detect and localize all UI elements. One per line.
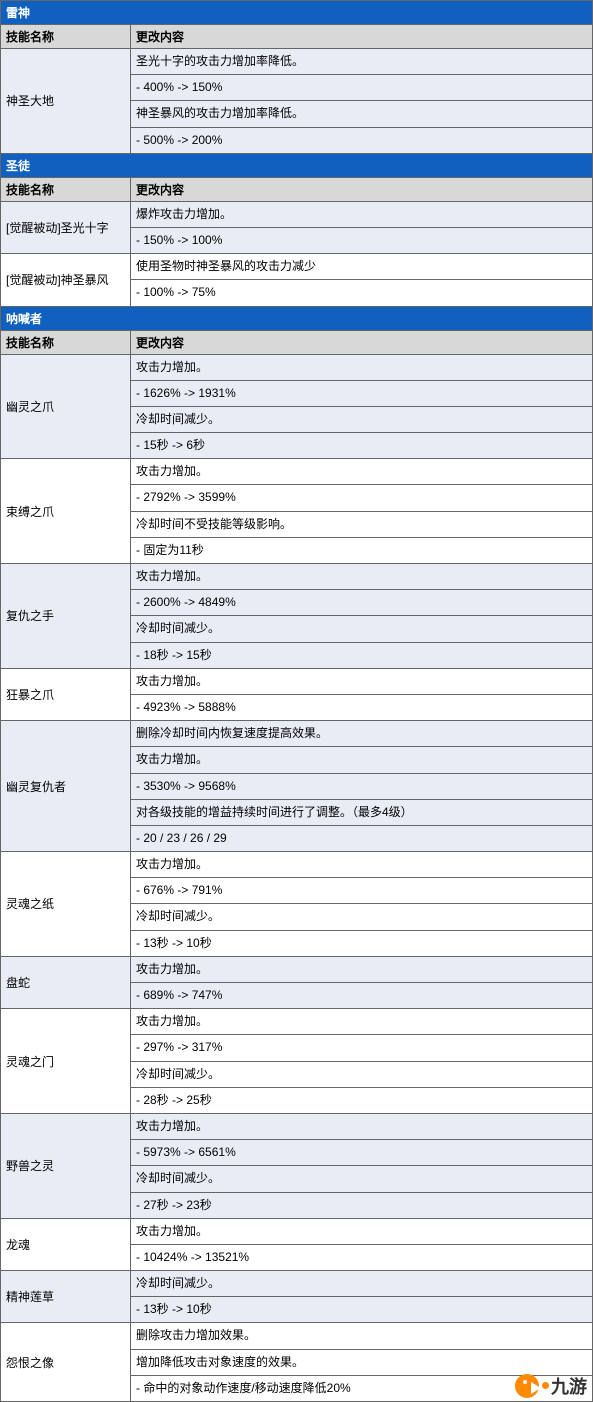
col-skill-name: 技能名称 [1,330,131,354]
change-content-cell: 冷却时间减少。 [131,1166,593,1192]
change-content-cell: 攻击力增加。 [131,354,593,380]
col-skill-name: 技能名称 [1,25,131,49]
skill-table: 雷神技能名称更改内容神圣大地圣光十字的攻击力增加率降低。- 400% -> 15… [0,0,593,1402]
skill-name-cell: [觉醒被动]圣光十字 [1,201,131,253]
section-header: 雷神 [1,1,593,25]
change-content-cell: 攻击力增加。 [131,1113,593,1139]
change-content-cell: - 4923% -> 5888% [131,694,593,720]
change-content-cell: - 297% -> 317% [131,1035,593,1061]
change-content-cell: 攻击力增加。 [131,852,593,878]
change-content-cell: 删除冷却时间内恢复速度提高效果。 [131,721,593,747]
site-logo: 九游 [515,1372,587,1400]
change-content-cell: - 28秒 -> 25秒 [131,1087,593,1113]
skill-name-cell: 龙魂 [1,1218,131,1270]
change-content-cell: - 27秒 -> 23秒 [131,1192,593,1218]
change-content-cell: - 20 / 23 / 26 / 29 [131,825,593,851]
skill-name-cell: 灵魂之门 [1,1009,131,1114]
section-header: 圣徒 [1,153,593,177]
change-content-cell: 使用圣物时神圣暴风的攻击力减少 [131,254,593,280]
change-content-cell: 对各级技能的增益持续时间进行了调整。（最多4级） [131,799,593,825]
section-header: 呐喊者 [1,306,593,330]
col-skill-name: 技能名称 [1,177,131,201]
change-content-cell: - 1626% -> 1931% [131,380,593,406]
change-content-cell: 冷却时间减少。 [131,1061,593,1087]
skill-name-cell: 复仇之手 [1,564,131,669]
change-content-cell: - 5973% -> 6561% [131,1140,593,1166]
change-content-cell: 攻击力增加。 [131,747,593,773]
change-content-cell: - 15秒 -> 6秒 [131,433,593,459]
change-content-cell: 神圣暴风的攻击力增加率降低。 [131,101,593,127]
change-content-cell: - 2792% -> 3599% [131,485,593,511]
change-content-cell: - 676% -> 791% [131,878,593,904]
logo-text: 九游 [551,1373,587,1399]
skill-name-cell: 幽灵之爪 [1,354,131,459]
change-content-cell: 爆炸攻击力增加。 [131,201,593,227]
change-content-cell: 冷却时间减少。 [131,616,593,642]
col-change-content: 更改内容 [131,177,593,201]
skill-name-cell: 怨恨之像 [1,1323,131,1402]
skill-name-cell: 野兽之灵 [1,1113,131,1218]
change-content-cell: 冷却时间减少。 [131,406,593,432]
change-content-cell: - 18秒 -> 15秒 [131,642,593,668]
change-content-cell: - 13秒 -> 10秒 [131,1297,593,1323]
change-content-cell: - 500% -> 200% [131,127,593,153]
change-content-cell: - 100% -> 75% [131,280,593,306]
change-content-cell: 圣光十字的攻击力增加率降低。 [131,49,593,75]
change-content-cell: - 689% -> 747% [131,983,593,1009]
change-content-cell: - 400% -> 150% [131,75,593,101]
col-change-content: 更改内容 [131,25,593,49]
skill-name-cell: 狂暴之爪 [1,668,131,720]
change-content-cell: 冷却时间减少。 [131,1271,593,1297]
change-content-cell: - 13秒 -> 10秒 [131,930,593,956]
change-content-cell: - 3530% -> 9568% [131,773,593,799]
change-content-cell: 冷却时间不受技能等级影响。 [131,511,593,537]
change-content-cell: 攻击力增加。 [131,1218,593,1244]
skill-name-cell: 精神莲草 [1,1271,131,1323]
change-content-cell: 删除攻击力增加效果。 [131,1323,593,1349]
change-content-cell: 冷却时间减少。 [131,904,593,930]
change-content-cell: - 2600% -> 4849% [131,590,593,616]
change-content-cell: - 150% -> 100% [131,227,593,253]
change-content-cell: - 固定为11秒 [131,537,593,563]
skill-name-cell: 幽灵复仇者 [1,721,131,852]
change-content-cell: 攻击力增加。 [131,459,593,485]
skill-name-cell: 盘蛇 [1,956,131,1008]
change-content-cell: 攻击力增加。 [131,956,593,982]
pacman-icon [515,1372,547,1400]
col-change-content: 更改内容 [131,330,593,354]
skill-name-cell: 灵魂之纸 [1,852,131,957]
change-content-cell: 攻击力增加。 [131,1009,593,1035]
change-content-cell: - 10424% -> 13521% [131,1244,593,1270]
change-content-cell: 攻击力增加。 [131,564,593,590]
change-content-cell: 攻击力增加。 [131,668,593,694]
skill-name-cell: [觉醒被动]神圣暴风 [1,254,131,306]
skill-name-cell: 束缚之爪 [1,459,131,564]
skill-name-cell: 神圣大地 [1,49,131,154]
